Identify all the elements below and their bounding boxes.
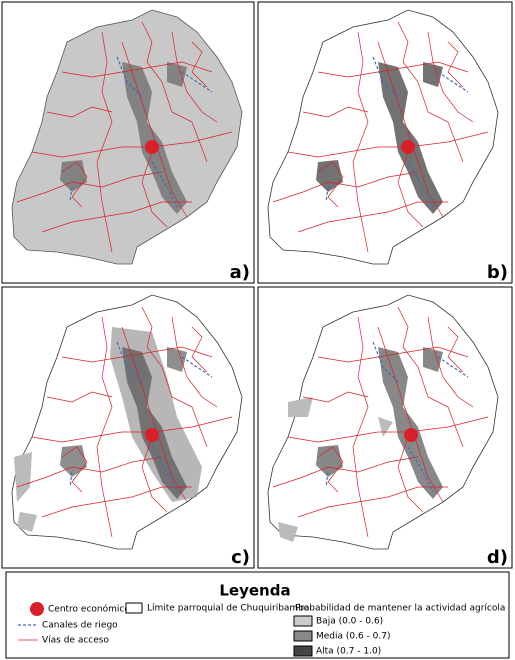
legend-frame bbox=[5, 571, 510, 659]
economic-center bbox=[145, 428, 159, 442]
legend-class: Media (0.6 - 0.7) bbox=[316, 632, 391, 642]
panel-label: b) bbox=[487, 262, 508, 283]
panel-b: b) bbox=[257, 1, 513, 284]
economic-center bbox=[404, 428, 418, 442]
legend-symbol bbox=[293, 615, 313, 627]
legend-subtitle: Probabilidad de mantener la actividad ag… bbox=[295, 604, 505, 614]
legend-symbol bbox=[30, 602, 44, 616]
panel-label: c) bbox=[231, 547, 250, 568]
legend-title: Leyenda bbox=[219, 582, 290, 600]
legend-item: Centro económico bbox=[48, 604, 130, 615]
panel-d: d) bbox=[257, 286, 513, 569]
legend-symbol bbox=[293, 645, 313, 657]
probability-area bbox=[278, 397, 393, 542]
legend: Leyenda Centro económico Límite parroqui… bbox=[5, 571, 510, 659]
economic-center bbox=[401, 140, 415, 154]
panel-label: d) bbox=[487, 547, 508, 568]
economic-center bbox=[145, 140, 159, 154]
panel-label: a) bbox=[230, 262, 250, 283]
legend-item: Canales de riego bbox=[42, 621, 118, 631]
legend-symbol bbox=[125, 602, 143, 614]
legend-item: Vías de acceso bbox=[42, 636, 109, 646]
legend-class: Baja (0.0 - 0.6) bbox=[316, 617, 383, 627]
legend-item: Límite parroquial de Chuquiribamba bbox=[147, 604, 309, 614]
panel-c: c) bbox=[1, 286, 255, 569]
legend-class: Alta (0.7 - 1.0) bbox=[316, 647, 381, 657]
probability-area bbox=[14, 452, 37, 532]
panel-a: a) bbox=[1, 1, 255, 284]
legend-symbol bbox=[293, 630, 313, 642]
